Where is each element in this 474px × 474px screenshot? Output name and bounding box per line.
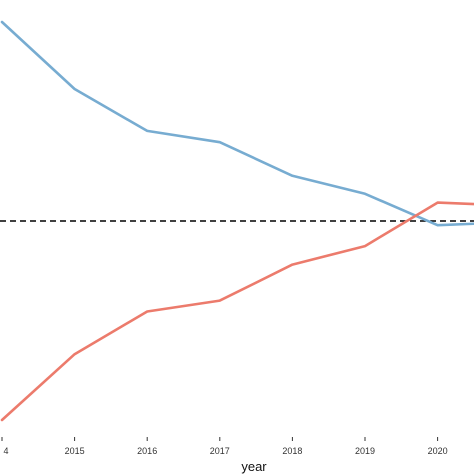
x-tick-label: 2020 xyxy=(428,446,448,456)
x-tick-label: 4 xyxy=(3,446,8,456)
series-line-1 xyxy=(0,20,474,227)
x-tick-label: 2019 xyxy=(355,446,375,456)
x-tick-label: 2017 xyxy=(210,446,230,456)
x-axis-title: year xyxy=(241,459,267,474)
x-tick-label: 2018 xyxy=(282,446,302,456)
x-tick-label: 2016 xyxy=(137,446,157,456)
x-tick-label: 2015 xyxy=(65,446,85,456)
series-line-2 xyxy=(0,201,474,422)
